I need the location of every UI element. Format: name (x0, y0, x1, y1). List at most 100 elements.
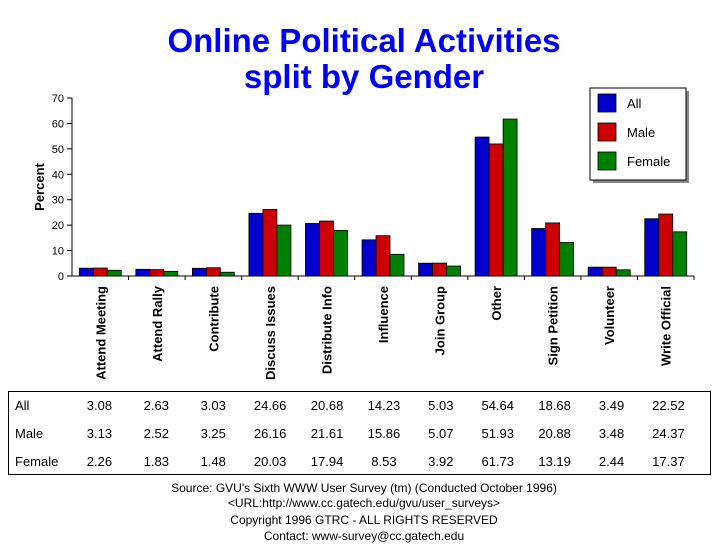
y-axis-label: Percent (32, 162, 47, 210)
legend-swatch (597, 93, 617, 113)
bar-all (191, 267, 207, 277)
data-table: All 3.08 2.63 3.03 24.66 20.68 14.23 5.03 54.64 1… (8, 391, 711, 475)
bar-all (135, 268, 151, 277)
table-cell: 24.66 (253, 398, 287, 413)
category-label: Influence (376, 286, 391, 343)
bar-all (644, 218, 660, 277)
table-cell: 8.53 (371, 454, 397, 469)
y-tick-label: 0 (58, 271, 64, 283)
table-cell: 15.86 (367, 426, 401, 441)
source-line: Source: GVU's Sixth WWW User Survey (tm)… (171, 481, 557, 495)
contact-line: Contact: www-survey@cc.gatech.edu (263, 529, 465, 543)
bar-female (559, 242, 575, 277)
table-cell: 61.73 (481, 454, 515, 469)
bar-all (248, 212, 264, 277)
bar-female (389, 253, 405, 277)
bar-male (432, 262, 447, 277)
bar-female (276, 224, 292, 277)
table-cell: 22.52 (652, 398, 685, 413)
table-cell: 17.37 (652, 454, 685, 469)
bar-male (205, 267, 221, 277)
category-label: Discuss Issues (263, 286, 278, 380)
table-cell: 1.83 (143, 454, 169, 469)
table-cell: 26.16 (253, 426, 287, 441)
legend-swatch (597, 122, 617, 142)
legend-swatch (597, 151, 617, 171)
chart-title: Online Political Activities (167, 22, 561, 59)
table-row: Female 2.26 1.83 1.48 20.03 17.94 8.53 3.92 61.7… (9, 448, 710, 476)
row-label: Male (15, 426, 44, 441)
table-cell: 1.48 (200, 454, 226, 469)
category-label: Other (489, 286, 504, 321)
y-tick-label: 60 (52, 118, 64, 130)
bar-female (615, 269, 631, 277)
y-tick-label: 20 (52, 220, 64, 232)
bar-female (446, 265, 461, 277)
table-cell: 13.19 (538, 454, 571, 469)
table-cell: 3.13 (86, 426, 113, 441)
row-label: All (15, 398, 30, 413)
category-label: Attend Meeting (93, 286, 108, 380)
table-cell: 21.61 (310, 426, 344, 441)
bar-male (545, 222, 561, 277)
bar-all (361, 239, 377, 277)
bar-all (531, 228, 547, 277)
legend-label: All (627, 96, 642, 111)
bar-all (587, 266, 603, 277)
bar-male (658, 213, 674, 277)
table-cell: 14.23 (367, 398, 401, 413)
table-cell: 3.08 (86, 398, 113, 413)
table-cell: 17.94 (310, 454, 344, 469)
table-cell: 2.44 (598, 454, 625, 469)
source-url: <URL:http://www.cc.gatech.edu/gvu/user_s… (227, 496, 501, 510)
category-label: Distribute Info (319, 286, 334, 374)
bar-female (502, 118, 518, 277)
bar-male (319, 220, 334, 277)
legend-label: Male (627, 125, 655, 140)
y-tick-label: 30 (52, 195, 64, 207)
table-row: Male 3.13 2.52 3.25 26.16 21.61 15.86 5.07 51.93… (9, 420, 710, 448)
category-label: Sign Petition (546, 286, 561, 366)
table-cell: 24.37 (652, 426, 685, 441)
y-tick-label: 40 (52, 169, 64, 181)
table-cell: 3.92 (428, 454, 454, 469)
category-label: Contribute (206, 286, 221, 352)
bar-male (601, 266, 617, 277)
bar-female (672, 231, 688, 277)
table-cell: 54.64 (481, 398, 515, 413)
bar-female (163, 270, 179, 277)
y-tick-label: 50 (52, 144, 64, 156)
category-label: Write Official (659, 286, 674, 366)
table-cell: 2.63 (143, 398, 169, 413)
bar-male (375, 235, 391, 277)
table-cell: 20.88 (538, 426, 571, 441)
table-cell: 18.68 (538, 398, 571, 413)
row-label: Female (15, 454, 59, 469)
bar-female (106, 269, 122, 277)
table-cell: 3.03 (200, 398, 226, 413)
table-cell: 20.68 (310, 398, 344, 413)
table-cell: 2.26 (86, 454, 113, 469)
table-cell: 3.48 (598, 426, 625, 441)
bar-male (488, 143, 504, 277)
table-cell: 2.52 (143, 426, 169, 441)
bar-male (92, 267, 108, 277)
table-cell: 5.03 (428, 398, 454, 413)
y-tick-label: 10 (52, 246, 64, 258)
bar-all (78, 267, 94, 277)
category-label: Volunteer (602, 286, 617, 345)
table-cell: 20.03 (253, 454, 287, 469)
category-label: Attend Rally (150, 285, 165, 362)
bar-female (333, 229, 348, 277)
y-tick-label: 70 (52, 93, 64, 105)
chart-subtitle: split by Gender (243, 58, 485, 95)
bar-all (474, 136, 490, 277)
table-cell: 3.49 (598, 398, 625, 413)
category-label: Join Group (433, 286, 448, 355)
bar-male (149, 269, 165, 277)
table-cell: 3.25 (200, 426, 226, 441)
bar-female (219, 271, 235, 277)
copyright-line: Copyright 1996 GTRC - ALL RIGHTS RESERVE… (230, 513, 498, 527)
bar-all (305, 223, 320, 277)
